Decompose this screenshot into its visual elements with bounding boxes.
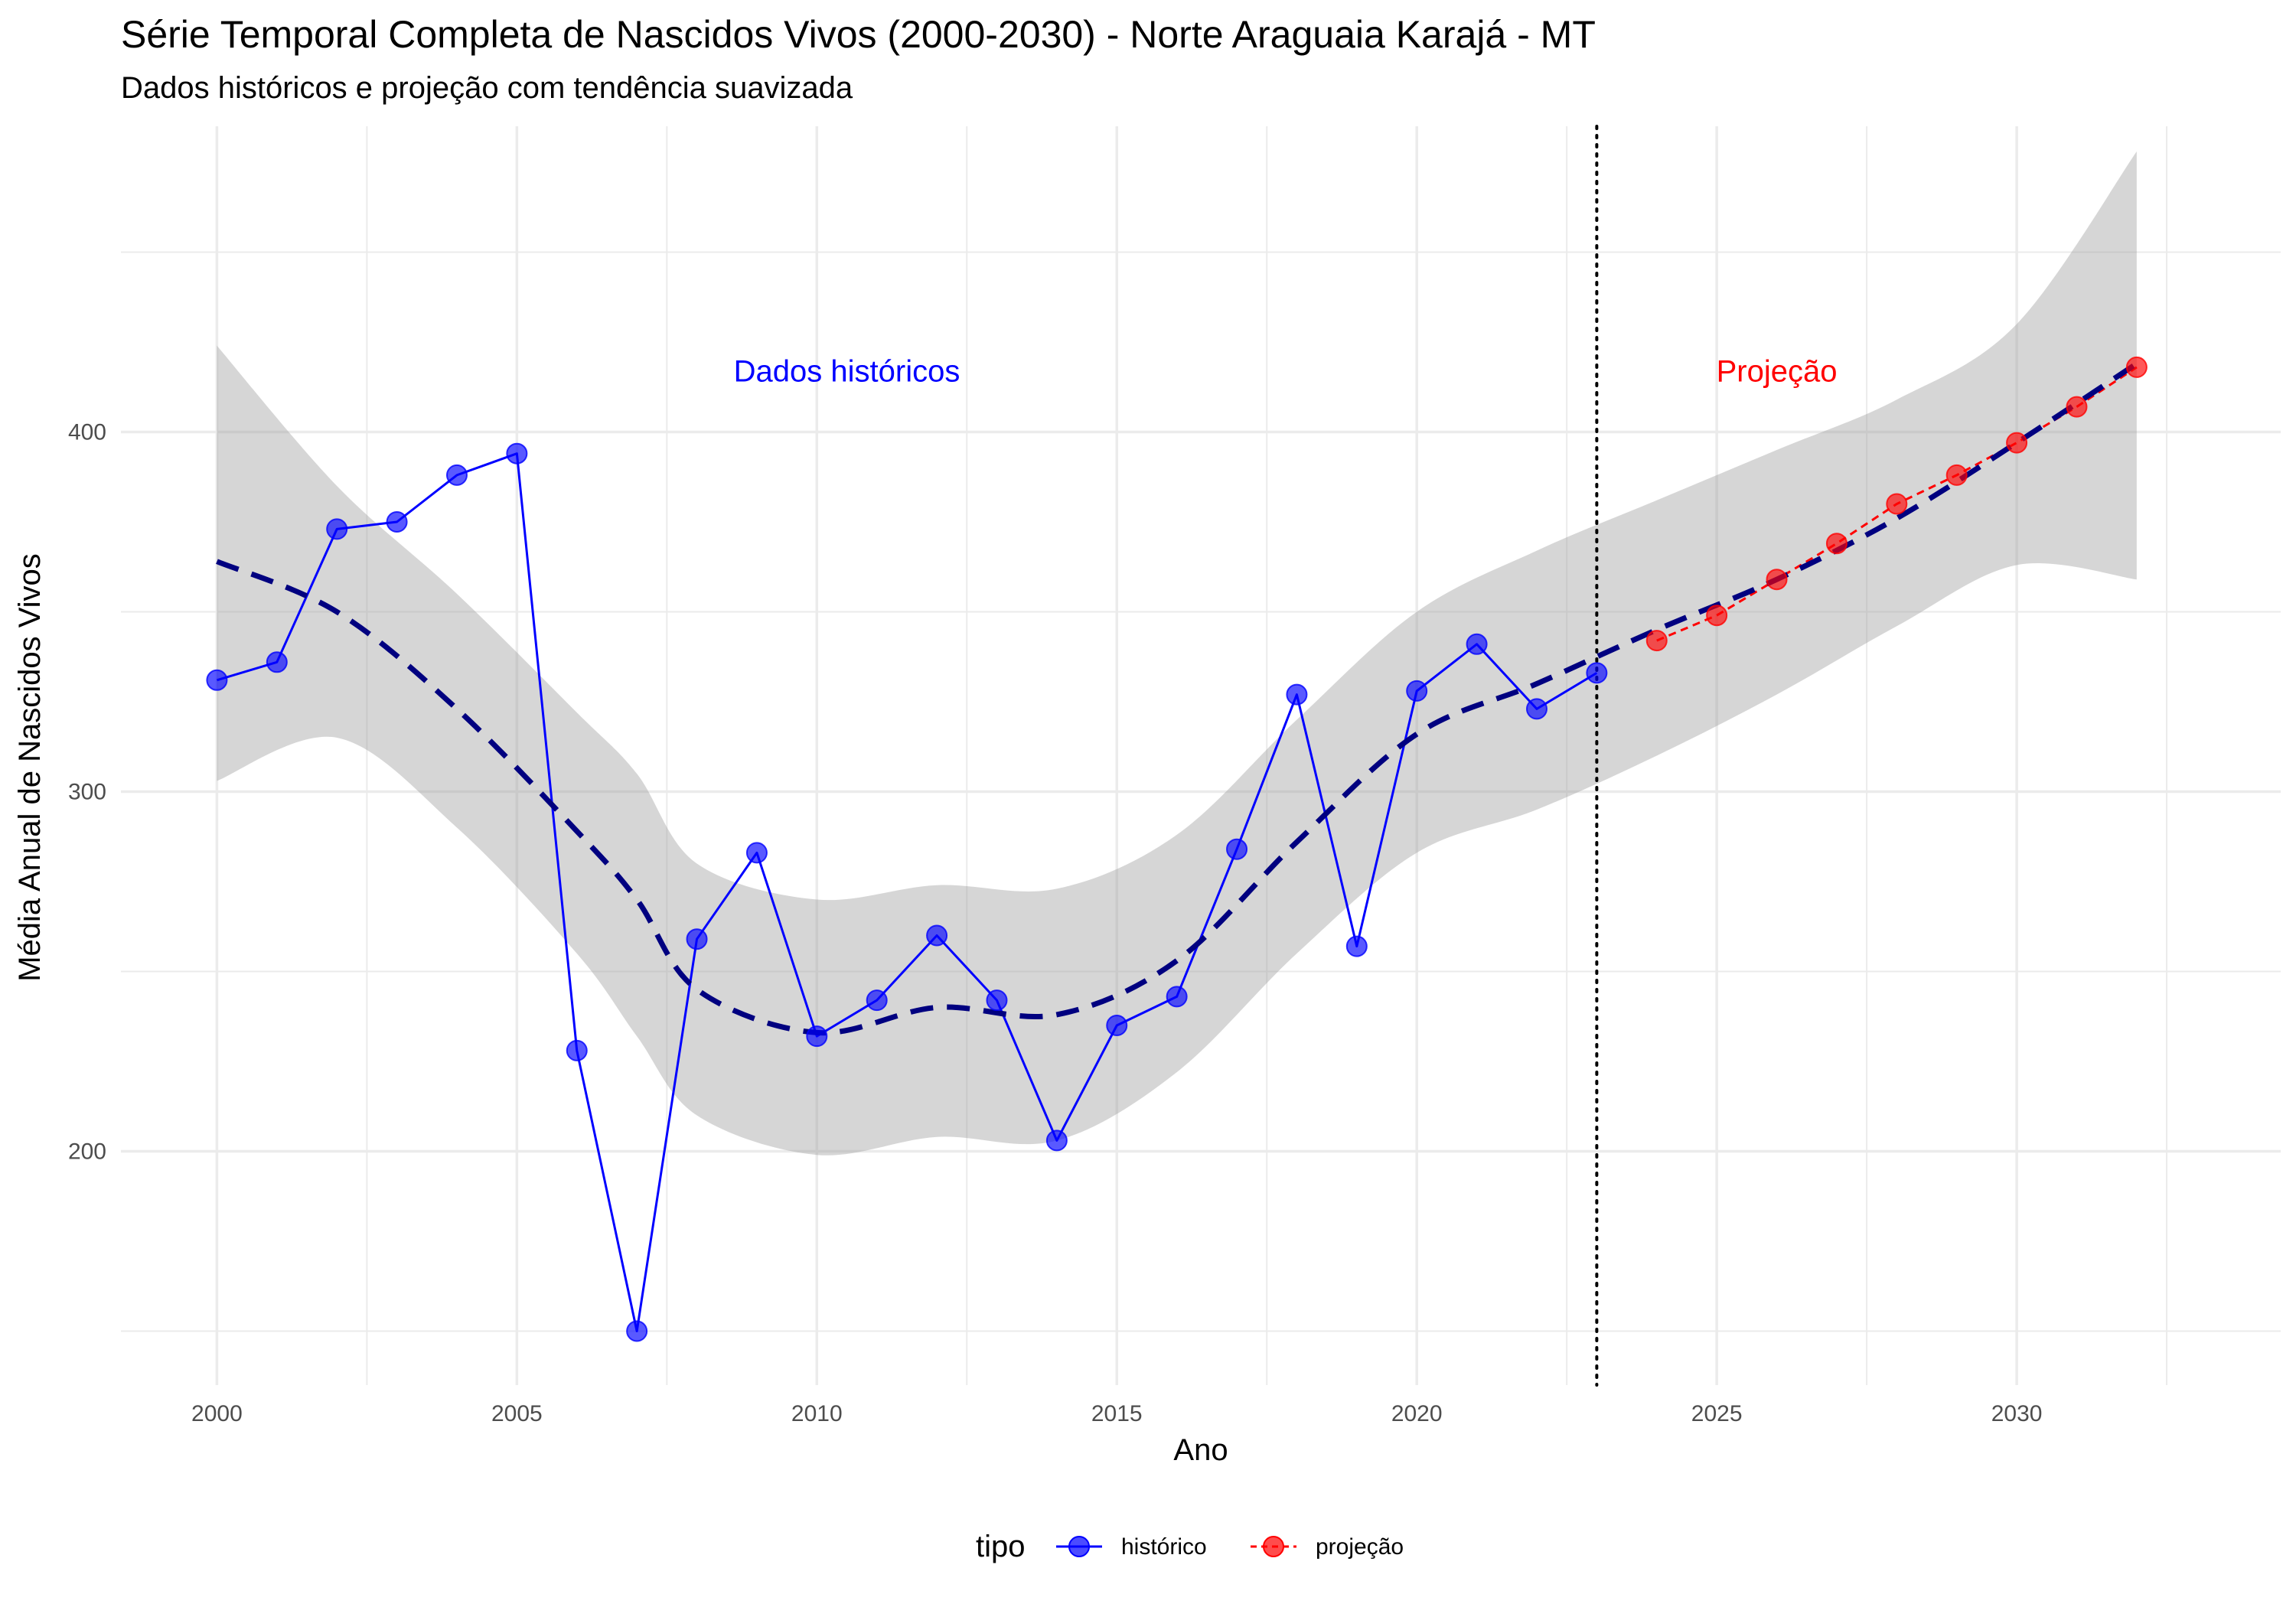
- point-historico-2018: [1286, 683, 1308, 706]
- x-tick-label-2000: 2000: [191, 1401, 243, 1426]
- y-tick-label-300: 300: [68, 780, 106, 805]
- trend-layer: [216, 361, 2138, 1036]
- point-projecao-2031: [2066, 396, 2088, 418]
- point-historico-2003: [386, 511, 408, 533]
- annotation-1: Projeção: [1717, 355, 1838, 389]
- y-tick-label-400: 400: [68, 420, 106, 445]
- point-projecao-2026: [1766, 569, 1788, 591]
- confidence-band-layer: [217, 151, 2137, 1156]
- point-historico-2000: [206, 669, 228, 691]
- point-historico-2013: [986, 989, 1008, 1012]
- point-historico-2022: [1525, 698, 1548, 720]
- x-axis-ticks: 2000 2005 2010 2015 2020 2025 2030: [191, 1401, 2042, 1426]
- y-axis-title: Média Anual de Nascidos Vivos: [13, 553, 47, 982]
- legend-label-historico: histórico: [1121, 1534, 1207, 1560]
- legend-label-projecao: projeção: [1316, 1534, 1404, 1560]
- annotation-0: Dados históricos: [734, 355, 960, 389]
- point-projecao-2027: [1825, 533, 1848, 555]
- legend-item-historico: histórico: [1056, 1534, 1207, 1560]
- points-layer: [206, 356, 2148, 1342]
- x-tick-label-2020: 2020: [1391, 1401, 1443, 1426]
- x-tick-label-2015: 2015: [1091, 1401, 1143, 1426]
- point-historico-2016: [1166, 986, 1188, 1008]
- point-projecao-2032: [2125, 356, 2148, 378]
- point-historico-2012: [926, 924, 948, 947]
- point-projecao-2029: [1945, 464, 1968, 486]
- point-historico-2002: [326, 518, 348, 540]
- point-historico-2009: [745, 842, 768, 864]
- point-historico-2007: [626, 1320, 648, 1342]
- point-historico-2017: [1226, 838, 1248, 860]
- chart-subtitle: Dados históricos e projeção com tendênci…: [121, 71, 853, 105]
- point-projecao-2030: [2006, 432, 2028, 454]
- grid-minor: [121, 126, 2281, 1385]
- point-projecao-2028: [1886, 493, 1908, 515]
- trend-line: [216, 361, 2138, 1036]
- point-projecao-2025: [1706, 605, 1728, 627]
- x-tick-label-2025: 2025: [1691, 1401, 1743, 1426]
- point-historico-2011: [866, 989, 888, 1012]
- legend-point-projecao: [1263, 1536, 1284, 1557]
- legend-item-projecao: projeção: [1251, 1534, 1404, 1560]
- point-historico-2023: [1586, 662, 1608, 684]
- point-historico-2021: [1466, 633, 1488, 655]
- legend-point-historico: [1068, 1536, 1090, 1557]
- legend-title: tipo: [976, 1530, 1026, 1563]
- point-historico-2015: [1106, 1015, 1128, 1036]
- point-historico-2010: [806, 1025, 828, 1048]
- confidence-band: [217, 151, 2137, 1156]
- point-historico-2014: [1045, 1129, 1068, 1152]
- x-tick-label-2005: 2005: [491, 1401, 543, 1426]
- legend: tipo histórico projeção: [976, 1530, 1404, 1563]
- x-axis-title: Ano: [1173, 1433, 1228, 1467]
- y-axis-ticks: 200 300 400: [68, 420, 106, 1165]
- x-tick-label-2010: 2010: [791, 1401, 843, 1426]
- grid-major: [121, 126, 2281, 1385]
- point-historico-2004: [445, 464, 468, 486]
- chart-title: Série Temporal Completa de Nascidos Vivo…: [121, 13, 1596, 56]
- point-historico-2019: [1345, 935, 1368, 957]
- x-tick-label-2030: 2030: [1991, 1401, 2043, 1426]
- point-historico-2001: [266, 651, 288, 673]
- point-projecao-2024: [1645, 630, 1668, 652]
- point-historico-2005: [506, 442, 528, 464]
- point-historico-2006: [566, 1039, 588, 1061]
- annotations: Dados históricos Projeção: [734, 355, 1838, 389]
- point-historico-2020: [1406, 680, 1428, 702]
- series-line-historico: [216, 452, 1598, 1332]
- y-tick-label-200: 200: [68, 1139, 106, 1165]
- point-historico-2008: [686, 928, 708, 950]
